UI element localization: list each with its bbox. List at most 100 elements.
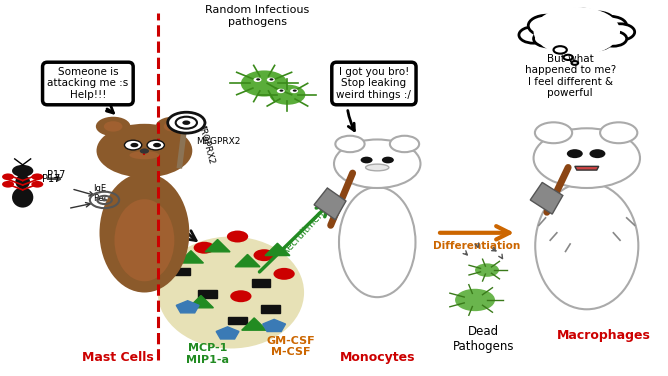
Circle shape	[560, 9, 600, 31]
Circle shape	[96, 124, 192, 177]
Circle shape	[582, 33, 611, 50]
Circle shape	[2, 181, 14, 188]
Text: P17: P17	[42, 174, 61, 183]
Circle shape	[12, 165, 33, 177]
Circle shape	[549, 33, 578, 50]
Ellipse shape	[158, 237, 304, 349]
Circle shape	[194, 242, 215, 254]
Circle shape	[567, 149, 582, 158]
Circle shape	[104, 121, 122, 132]
Circle shape	[566, 35, 595, 52]
Circle shape	[528, 15, 566, 36]
Circle shape	[600, 31, 627, 46]
Text: Recruitment: Recruitment	[280, 205, 328, 256]
Circle shape	[455, 289, 495, 311]
Text: MRGPRX2: MRGPRX2	[196, 120, 216, 165]
Ellipse shape	[15, 174, 30, 189]
Text: MCP-1
MIP1-a: MCP-1 MIP1-a	[186, 343, 229, 365]
Ellipse shape	[100, 173, 189, 293]
Text: Differentiation: Differentiation	[434, 241, 520, 251]
Text: Monocytes: Monocytes	[339, 351, 415, 364]
Circle shape	[102, 199, 107, 202]
Circle shape	[2, 173, 14, 180]
Circle shape	[475, 264, 499, 277]
Polygon shape	[176, 301, 199, 313]
Text: But what
happened to me?
I feel different &
powerful: But what happened to me? I feel differen…	[524, 54, 616, 99]
Polygon shape	[242, 318, 267, 330]
Circle shape	[554, 46, 567, 54]
Bar	[261, 305, 280, 313]
Circle shape	[230, 290, 252, 302]
Text: P17: P17	[47, 170, 65, 180]
Circle shape	[605, 24, 635, 40]
Polygon shape	[314, 188, 346, 220]
Circle shape	[547, 12, 580, 31]
Circle shape	[267, 77, 275, 82]
Circle shape	[147, 140, 164, 150]
Ellipse shape	[365, 164, 389, 171]
Circle shape	[293, 89, 297, 92]
Circle shape	[361, 157, 373, 163]
Circle shape	[273, 268, 295, 280]
Circle shape	[241, 70, 287, 97]
Circle shape	[593, 16, 627, 35]
Text: Random Infectious
pathogens: Random Infectious pathogens	[205, 5, 310, 27]
Text: Macrophages: Macrophages	[556, 329, 651, 342]
Circle shape	[382, 157, 394, 163]
Polygon shape	[188, 296, 213, 308]
Circle shape	[130, 143, 138, 147]
Circle shape	[153, 143, 161, 147]
Circle shape	[534, 128, 640, 188]
Circle shape	[31, 181, 43, 188]
Circle shape	[589, 149, 605, 158]
Bar	[172, 268, 190, 275]
Text: Someone is
attacking me :s
Help!!!: Someone is attacking me :s Help!!!	[47, 67, 128, 100]
Polygon shape	[530, 182, 563, 214]
Circle shape	[390, 136, 419, 152]
Polygon shape	[263, 319, 285, 332]
Circle shape	[572, 61, 578, 65]
Circle shape	[600, 122, 637, 143]
Circle shape	[269, 85, 305, 105]
Circle shape	[335, 136, 365, 152]
Circle shape	[269, 78, 273, 80]
Circle shape	[578, 12, 615, 32]
Polygon shape	[574, 166, 599, 170]
Circle shape	[254, 249, 275, 261]
Ellipse shape	[339, 187, 415, 297]
Text: Mast Cells: Mast Cells	[82, 351, 154, 364]
Ellipse shape	[535, 182, 639, 309]
Text: I got you bro!
Stop leaking
weird things :/: I got you bro! Stop leaking weird things…	[337, 67, 411, 100]
Circle shape	[124, 140, 142, 150]
Text: MRGPRX2: MRGPRX2	[196, 137, 240, 146]
Circle shape	[182, 120, 190, 125]
Circle shape	[156, 117, 190, 136]
Ellipse shape	[130, 151, 160, 159]
Circle shape	[534, 7, 620, 56]
Circle shape	[290, 89, 298, 93]
Bar	[228, 317, 247, 324]
Bar	[252, 279, 270, 287]
Text: GM-CSF
M-CSF: GM-CSF M-CSF	[267, 336, 315, 358]
Circle shape	[227, 230, 248, 243]
Polygon shape	[205, 240, 230, 252]
Text: IgE
Receptor: IgE Receptor	[94, 184, 131, 203]
Circle shape	[519, 27, 548, 43]
Polygon shape	[216, 327, 239, 339]
Circle shape	[534, 30, 563, 47]
Circle shape	[277, 89, 285, 93]
Circle shape	[31, 173, 43, 180]
Circle shape	[254, 77, 261, 82]
Ellipse shape	[12, 187, 33, 208]
Polygon shape	[178, 251, 204, 263]
Circle shape	[168, 112, 205, 133]
Circle shape	[96, 117, 130, 136]
Polygon shape	[235, 255, 260, 267]
Circle shape	[535, 122, 572, 143]
Circle shape	[564, 55, 573, 60]
Circle shape	[164, 121, 182, 132]
Circle shape	[256, 78, 260, 80]
Ellipse shape	[114, 199, 174, 281]
Circle shape	[334, 139, 420, 188]
Circle shape	[140, 149, 149, 154]
